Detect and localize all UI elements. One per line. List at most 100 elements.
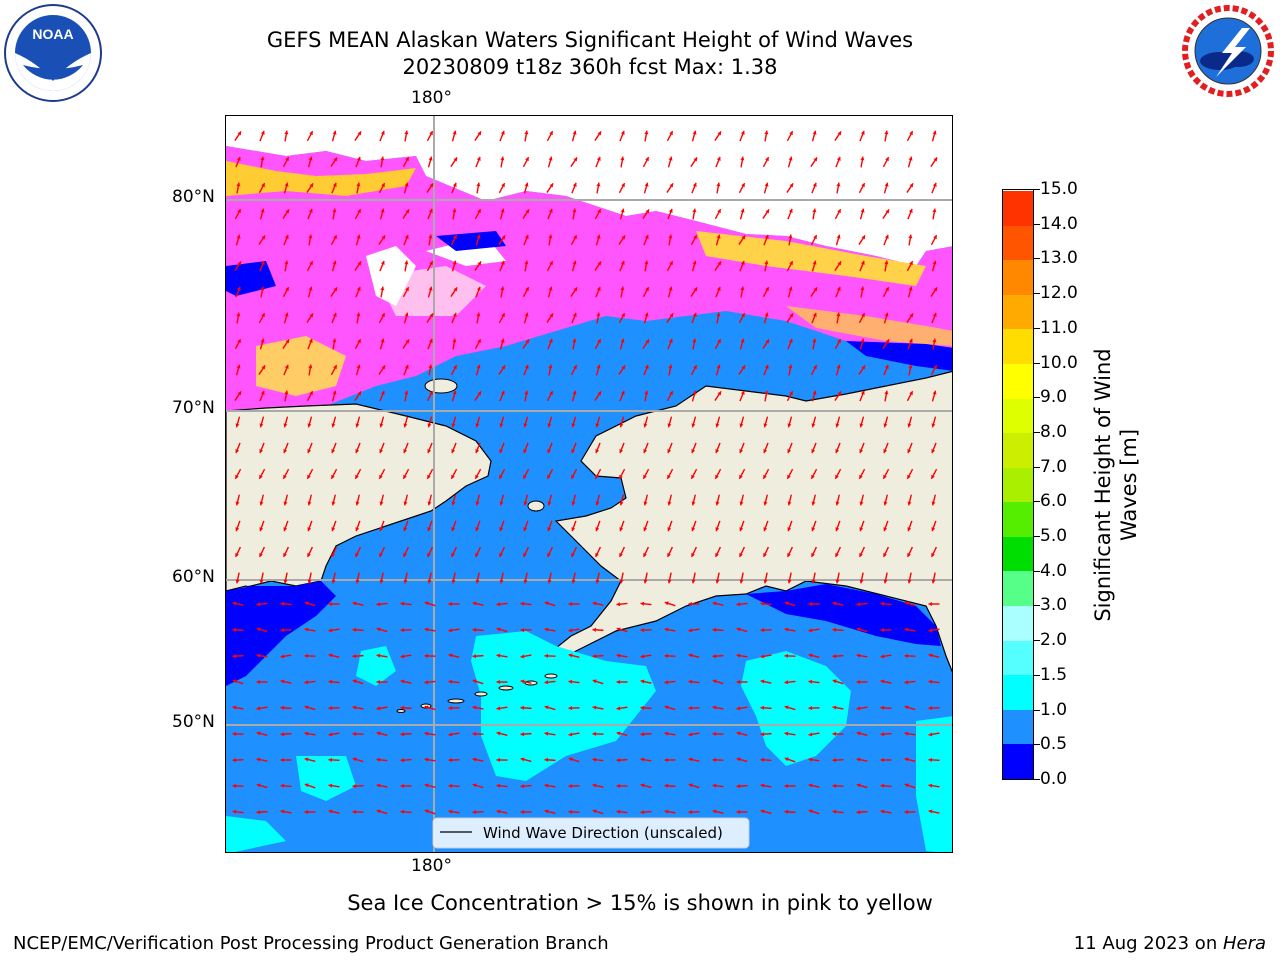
- wind-arrow-head: [380, 286, 385, 291]
- wind-arrow-head: [668, 364, 673, 369]
- wind-arrow-head: [883, 552, 887, 557]
- wind-arrow-head: [784, 601, 789, 606]
- wind-arrow-head: [739, 527, 744, 532]
- wind-arrow-head: [260, 208, 265, 213]
- wind-arrow-head: [452, 182, 457, 187]
- wind-arrow-head: [736, 706, 741, 711]
- wind-arrow-head: [597, 339, 601, 344]
- wind-arrow-head: [859, 527, 864, 532]
- wind-arrow-head: [640, 705, 645, 710]
- wind-arrow-head: [836, 286, 841, 291]
- wind-arrow-head: [619, 423, 624, 428]
- wind-arrow-head: [596, 364, 601, 369]
- wind-arrow-head: [376, 653, 381, 658]
- wind-arrow-head: [405, 339, 410, 344]
- wind-arrow-head: [403, 527, 408, 532]
- wind-arrow-head: [668, 338, 673, 343]
- colorbar-tick-mark: [1034, 779, 1040, 780]
- wind-arrow-head: [284, 312, 289, 317]
- wind-arrow-head: [688, 810, 693, 815]
- wind-arrow-head: [352, 757, 357, 762]
- wind-arrow-head: [280, 705, 285, 710]
- wind-arrow-head: [808, 809, 813, 814]
- wind-arrow-head: [860, 390, 865, 395]
- wind-arrow-head: [232, 627, 237, 632]
- wind-arrow-head: [712, 679, 717, 684]
- wind-arrow-head: [453, 157, 458, 162]
- wind-arrow-head: [832, 705, 837, 710]
- wind-arrow-head: [328, 628, 333, 633]
- wind-arrow-head: [592, 654, 597, 659]
- wind-arrow-head: [280, 783, 285, 788]
- wind-arrow-head: [643, 449, 648, 454]
- wind-arrow-head: [280, 732, 285, 737]
- wind-arrow-head: [787, 474, 791, 479]
- wind-arrow-head: [596, 182, 601, 187]
- colorbar-tick-mark: [1034, 362, 1040, 364]
- colorbar-tick-label: 10.0: [1040, 352, 1078, 373]
- wind-arrow-head: [235, 423, 240, 428]
- wind-arrow-head: [547, 449, 552, 454]
- wind-arrow-head: [907, 579, 912, 584]
- wind-arrow-head: [523, 501, 528, 506]
- wind-arrow-head: [308, 286, 313, 291]
- wind-arrow-head: [763, 527, 768, 532]
- wind-arrow-head: [931, 579, 936, 584]
- wind-arrow-head: [448, 706, 453, 711]
- wind-arrow-head: [788, 208, 793, 213]
- wind-arrow-head: [835, 474, 839, 479]
- wind-arrow-head: [404, 130, 409, 135]
- wind-arrow-head: [236, 364, 241, 369]
- lat-label-80: 80°N: [172, 187, 215, 207]
- wind-arrow-head: [235, 552, 239, 557]
- wind-arrow-head: [664, 731, 669, 736]
- wind-arrow-head: [259, 527, 264, 532]
- wind-arrow-head: [765, 209, 770, 214]
- wind-arrow-head: [859, 423, 864, 428]
- wind-arrow-head: [739, 579, 744, 584]
- wind-arrow-head: [472, 654, 477, 659]
- wind-arrow-head: [904, 680, 909, 685]
- wind-arrow-head: [496, 653, 501, 658]
- wind-arrow-head: [860, 130, 865, 135]
- wind-arrow-head: [668, 286, 673, 291]
- wind-arrow-head: [261, 313, 265, 318]
- wind-arrow-head: [453, 365, 457, 370]
- wind-arrow-head: [309, 261, 313, 266]
- colorbar-tick-mark: [1034, 293, 1040, 295]
- colorbar-tick-label: 1.5: [1040, 664, 1068, 685]
- wind-arrow-head: [860, 208, 865, 213]
- wind-arrow-head: [788, 338, 793, 343]
- wind-arrow-head: [904, 757, 909, 762]
- wind-arrow-head: [548, 286, 553, 291]
- wind-arrow-head: [501, 235, 506, 240]
- wind-arrow-head: [784, 809, 789, 814]
- wind-arrow-head: [619, 552, 623, 557]
- wind-arrow-head: [741, 313, 745, 318]
- wind-arrow-head: [520, 628, 525, 633]
- wind-arrow-head: [741, 235, 746, 240]
- wind-arrow-head: [832, 809, 837, 814]
- wind-arrow-head: [856, 757, 861, 762]
- wind-arrow-head: [860, 338, 865, 343]
- wind-arrow-head: [376, 809, 381, 814]
- wind-arrow-head: [403, 423, 408, 428]
- wind-arrow-head: [333, 157, 338, 162]
- wind-arrow-head: [928, 601, 932, 607]
- wind-arrow-head: [405, 287, 409, 292]
- colorbar-band: [1003, 328, 1033, 364]
- wind-arrow-head: [784, 705, 789, 710]
- wind-arrow-head: [712, 601, 717, 606]
- wind-arrow-head: [812, 182, 817, 187]
- wind-arrow-head: [715, 449, 720, 454]
- wind-arrow-head: [496, 809, 501, 814]
- wind-arrow-head: [451, 423, 456, 428]
- wind-arrow-head: [716, 364, 721, 369]
- colorbar-tick-mark: [1034, 640, 1040, 642]
- wind-arrow-head: [933, 365, 937, 370]
- wind-arrow-head: [620, 156, 625, 161]
- colorbar-tick-label: 12.0: [1040, 283, 1078, 304]
- wind-arrow-head: [308, 234, 313, 239]
- wind-arrow-head: [500, 130, 505, 135]
- wind-arrow-head: [664, 757, 668, 763]
